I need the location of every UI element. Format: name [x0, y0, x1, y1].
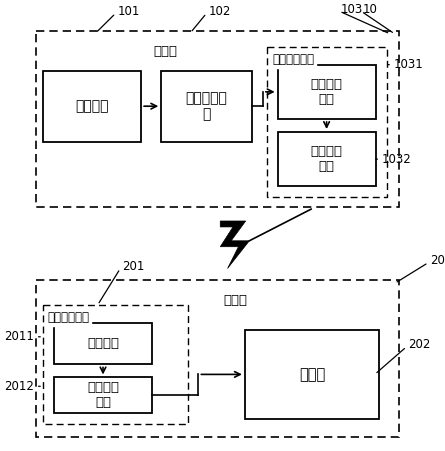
- Bar: [278, 132, 376, 186]
- Text: 2012: 2012: [4, 380, 34, 393]
- Text: 1031: 1031: [394, 58, 424, 71]
- Text: 显示部: 显示部: [224, 294, 248, 307]
- Text: 201: 201: [122, 260, 145, 273]
- Text: 主机部: 主机部: [154, 45, 178, 58]
- Bar: [54, 377, 152, 413]
- Text: 1032: 1032: [382, 152, 412, 166]
- Text: 第三转换
单元: 第三转换 单元: [87, 381, 119, 409]
- Bar: [54, 323, 152, 364]
- Bar: [43, 305, 188, 424]
- Bar: [43, 70, 141, 142]
- Text: 接收单元: 接收单元: [87, 337, 119, 350]
- Bar: [161, 70, 252, 142]
- Bar: [36, 31, 399, 207]
- Text: 第二转换
单元: 第二转换 单元: [311, 145, 343, 173]
- Bar: [36, 281, 399, 437]
- Text: 第一转换
单元: 第一转换 单元: [311, 78, 343, 106]
- Text: 触摸屏: 触摸屏: [299, 367, 325, 382]
- Text: 2011: 2011: [4, 330, 34, 343]
- Text: 20: 20: [430, 254, 445, 267]
- Text: 信号转换模块: 信号转换模块: [272, 53, 314, 66]
- Text: 无线发射模
块: 无线发射模 块: [186, 91, 227, 121]
- Polygon shape: [220, 221, 249, 268]
- Text: 10: 10: [363, 3, 378, 16]
- Text: 103: 103: [341, 3, 364, 16]
- Bar: [245, 330, 379, 419]
- Text: 102: 102: [208, 5, 231, 18]
- Text: 101: 101: [117, 5, 140, 18]
- Text: 202: 202: [409, 338, 431, 351]
- Text: 无线接收模块: 无线接收模块: [48, 311, 89, 324]
- Bar: [278, 64, 376, 119]
- Bar: [267, 47, 388, 197]
- Text: 控制模块: 控制模块: [75, 99, 109, 113]
